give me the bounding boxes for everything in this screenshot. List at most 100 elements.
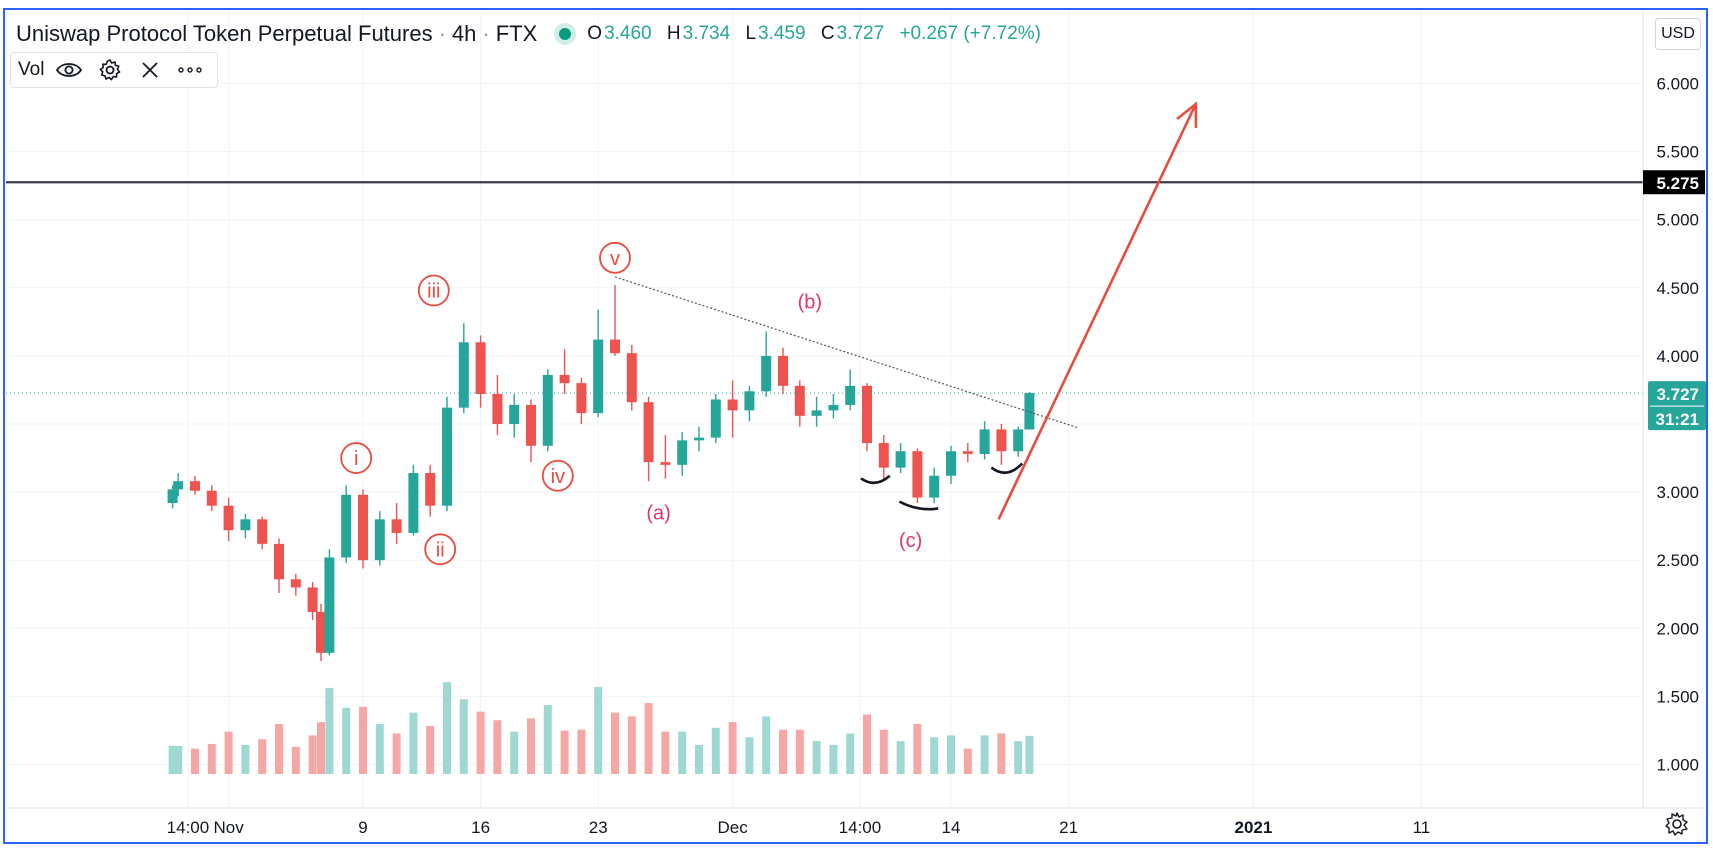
y-tick-label: 4.000 bbox=[1656, 347, 1699, 366]
volume-bar bbox=[829, 744, 838, 774]
candle-body bbox=[1024, 393, 1035, 430]
volume-bar bbox=[795, 729, 804, 774]
high-value: 3.734 bbox=[682, 23, 731, 44]
volume-bar bbox=[846, 733, 855, 774]
volume-bar bbox=[191, 748, 199, 774]
candle-body bbox=[274, 543, 284, 580]
candle-body bbox=[559, 374, 570, 384]
last-price-badge: 3.727 bbox=[1656, 385, 1699, 404]
open-key: O bbox=[587, 23, 603, 44]
volume-bar bbox=[728, 722, 737, 774]
candle-body bbox=[374, 519, 385, 561]
symbol-legend[interactable]: Uniswap Protocol Token Perpetual Futures… bbox=[16, 20, 1051, 48]
candle-body bbox=[878, 443, 889, 468]
more-options-icon[interactable] bbox=[177, 56, 203, 84]
candle-body bbox=[223, 505, 234, 531]
symbol-name[interactable]: Uniswap Protocol Token Perpetual Futures bbox=[16, 21, 433, 46]
volume-bar bbox=[476, 711, 485, 774]
x-tick-label: 16 bbox=[471, 818, 490, 837]
candle-body bbox=[626, 353, 637, 403]
close-icon[interactable] bbox=[137, 56, 163, 84]
x-tick-label: 14:00 bbox=[839, 818, 882, 837]
level-badge: 5.275 bbox=[1656, 174, 1699, 193]
volume-bar bbox=[493, 720, 502, 774]
volume-bar bbox=[375, 724, 384, 774]
volume-bar bbox=[879, 729, 888, 774]
volume-bar bbox=[275, 724, 283, 774]
volume-bar bbox=[745, 737, 754, 774]
volume-bar bbox=[627, 716, 636, 774]
candle-body bbox=[710, 399, 721, 438]
wave-label-circle bbox=[340, 442, 373, 474]
wave-label-circle bbox=[599, 241, 631, 274]
countdown-badge: 31:21 bbox=[1656, 410, 1699, 429]
volume-bar bbox=[207, 743, 216, 774]
market-status-icon[interactable] bbox=[559, 28, 572, 40]
candle-body bbox=[828, 404, 839, 411]
candle-body bbox=[576, 383, 587, 414]
candle-body bbox=[643, 402, 654, 463]
projection-arrow bbox=[997, 103, 1197, 520]
y-tick-label: 5.500 bbox=[1656, 143, 1699, 162]
candle-body bbox=[794, 385, 805, 416]
gear-icon[interactable] bbox=[97, 56, 123, 84]
candle-body bbox=[509, 404, 520, 424]
support-arc bbox=[860, 474, 891, 485]
support-arc bbox=[898, 500, 939, 511]
x-tick-label: 23 bbox=[589, 818, 608, 837]
gear-hub bbox=[1672, 819, 1682, 829]
candlestick-series bbox=[167, 285, 1035, 661]
y-tick-label: 5.000 bbox=[1656, 211, 1699, 230]
candle-body bbox=[778, 355, 788, 386]
candle-body bbox=[744, 391, 755, 411]
candle-body bbox=[307, 587, 318, 612]
candle-body bbox=[845, 385, 856, 405]
volume-bar bbox=[392, 733, 401, 774]
candle-body bbox=[979, 429, 990, 454]
candle-body bbox=[694, 437, 704, 441]
volume-bar bbox=[560, 730, 569, 774]
volume-bar bbox=[527, 718, 535, 774]
candle-body bbox=[240, 519, 251, 531]
volume-bar bbox=[930, 737, 939, 774]
gear-teeth bbox=[1665, 812, 1688, 836]
candle-body bbox=[341, 494, 352, 558]
volume-bar bbox=[762, 716, 771, 774]
volume-bar bbox=[997, 733, 1006, 774]
y-tick-label: 4.500 bbox=[1656, 279, 1699, 298]
y-tick-label: 3.000 bbox=[1656, 483, 1699, 502]
eye-icon[interactable] bbox=[56, 56, 83, 84]
candle-body bbox=[946, 451, 956, 476]
wave-label: (a) bbox=[646, 503, 670, 525]
axis-settings-gear-icon[interactable] bbox=[1665, 812, 1688, 836]
wave-label-circle bbox=[424, 533, 457, 566]
volume-bar bbox=[947, 735, 955, 774]
currency-button[interactable]: USD bbox=[1655, 18, 1701, 50]
projection-arrowhead bbox=[1176, 101, 1198, 128]
open-value: 3.460 bbox=[604, 23, 652, 44]
wave-label: v bbox=[610, 248, 620, 270]
candle-body bbox=[324, 557, 335, 653]
volume-bar bbox=[409, 712, 418, 774]
candle-body bbox=[761, 355, 772, 392]
y-tick-label: 1.000 bbox=[1656, 756, 1699, 775]
candle-body bbox=[929, 475, 940, 498]
candle-body bbox=[526, 404, 536, 446]
candle-body bbox=[492, 394, 503, 424]
x-tick-label: 14 bbox=[942, 818, 961, 837]
candle-body bbox=[660, 462, 671, 465]
axes: 6.0005.5005.0004.5004.0003.5003.0002.500… bbox=[6, 10, 1706, 837]
volume-indicator-legend[interactable]: Vol bbox=[10, 52, 218, 88]
candle-body bbox=[811, 410, 822, 416]
x-tick-label: 14:00 bbox=[167, 818, 210, 837]
volume-bar bbox=[224, 731, 233, 774]
volume-bar bbox=[577, 729, 586, 774]
candle-body bbox=[727, 399, 738, 411]
interval-label[interactable]: 4h bbox=[451, 21, 477, 46]
candle-body bbox=[167, 489, 178, 503]
volume-bar bbox=[963, 748, 972, 774]
candle-body bbox=[316, 611, 326, 653]
volume-bar bbox=[168, 745, 177, 774]
wave-label-circle bbox=[541, 459, 574, 492]
